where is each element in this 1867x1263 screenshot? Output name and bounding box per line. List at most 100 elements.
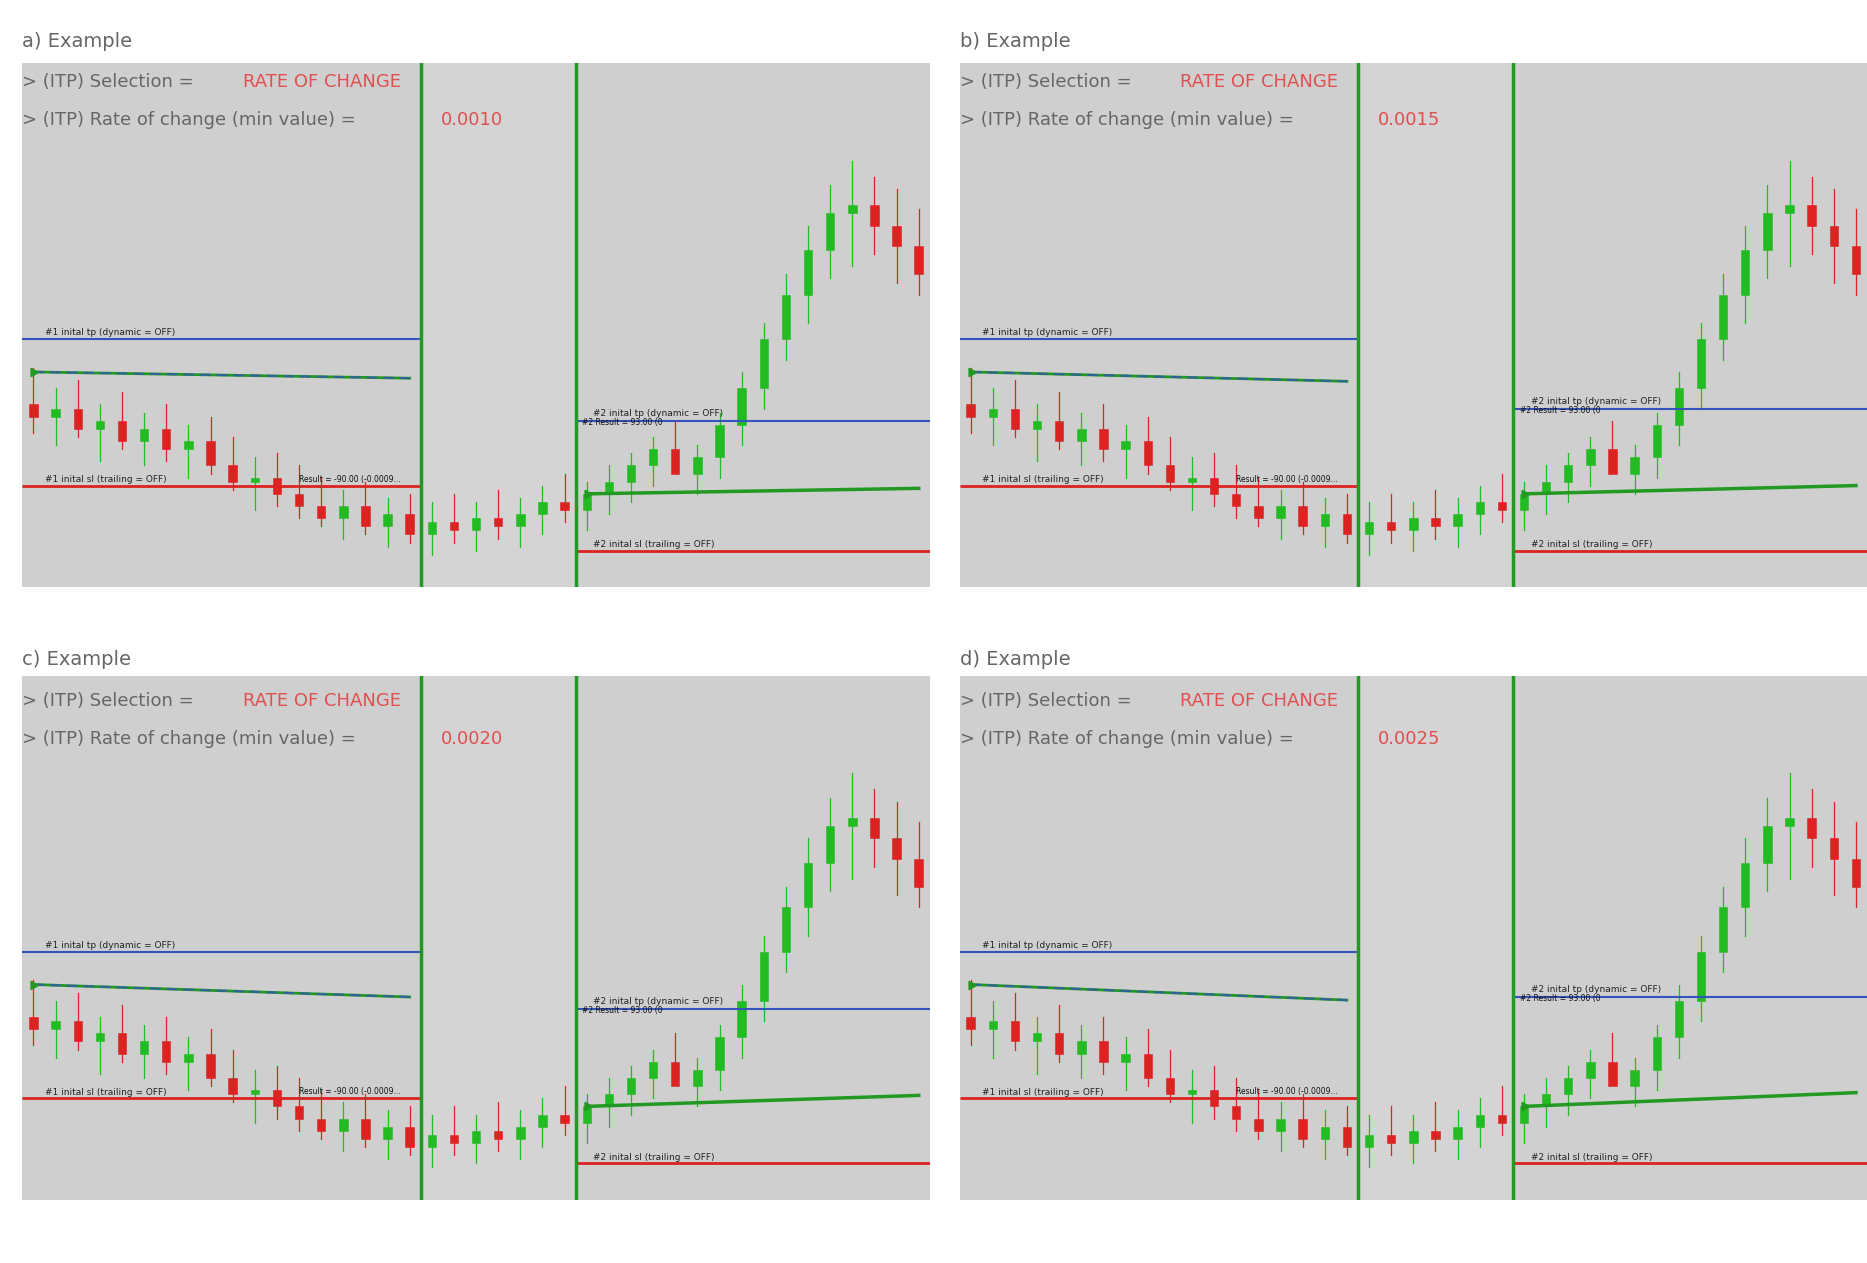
Bar (1742, 250, 1749, 294)
Bar (1342, 514, 1352, 534)
Bar (782, 294, 790, 340)
Bar (960, 676, 1357, 1200)
Text: 0.0015: 0.0015 (1378, 111, 1439, 129)
Bar (1565, 1077, 1572, 1094)
Bar (52, 408, 60, 417)
Bar (627, 1077, 635, 1094)
Bar (848, 206, 857, 213)
Bar (1255, 506, 1262, 518)
Text: > (ITP) Rate of change (min value) =: > (ITP) Rate of change (min value) = (960, 111, 1299, 129)
Bar (737, 388, 745, 424)
Bar (538, 1114, 547, 1127)
Bar (140, 429, 147, 441)
Bar (162, 1042, 170, 1062)
Text: #1 inital tp (dynamic = OFF): #1 inital tp (dynamic = OFF) (45, 941, 175, 950)
Text: #1 inital sl (trailing = OFF): #1 inital sl (trailing = OFF) (982, 1087, 1103, 1096)
Bar (538, 501, 547, 514)
Bar (1453, 514, 1462, 527)
Bar (575, 676, 930, 1200)
Bar (1742, 863, 1749, 907)
Text: d) Example: d) Example (960, 650, 1070, 669)
Bar (1675, 388, 1682, 424)
Bar (1475, 501, 1484, 514)
Bar (1165, 1077, 1174, 1094)
Bar (990, 408, 997, 417)
Bar (1122, 441, 1130, 450)
Bar (1475, 1114, 1484, 1127)
Bar (450, 523, 457, 530)
Bar (1165, 465, 1174, 481)
Bar (1232, 1106, 1240, 1119)
Bar (1497, 501, 1507, 510)
Text: c) Example: c) Example (22, 650, 131, 669)
Bar (1255, 1119, 1262, 1130)
Bar (1852, 246, 1860, 274)
Bar (1010, 408, 1019, 429)
Bar (1032, 421, 1042, 429)
Bar (1122, 1053, 1130, 1062)
Bar (583, 494, 592, 510)
Bar (295, 1106, 302, 1119)
Bar (52, 1021, 60, 1029)
Text: #2 Result = 93.00 (0: #2 Result = 93.00 (0 (583, 1005, 663, 1015)
Bar (870, 818, 879, 839)
Bar (1387, 1135, 1395, 1143)
Bar (1720, 907, 1727, 952)
Bar (472, 518, 480, 530)
Bar (273, 477, 282, 494)
Text: > (ITP) Rate of change (min value) =: > (ITP) Rate of change (min value) = (22, 730, 362, 748)
Bar (1652, 1037, 1662, 1070)
Text: #2 inital sl (trailing = OFF): #2 inital sl (trailing = OFF) (594, 541, 715, 549)
Bar (915, 246, 922, 274)
Bar (495, 1130, 502, 1139)
Bar (515, 1127, 525, 1139)
Bar (1630, 457, 1639, 474)
Bar (1675, 1000, 1682, 1037)
Bar (1055, 1033, 1064, 1053)
Bar (1607, 1062, 1617, 1086)
Bar (1298, 1119, 1307, 1139)
Bar (1587, 1062, 1594, 1077)
Bar (1785, 818, 1794, 826)
Bar (737, 1000, 745, 1037)
Bar (605, 1094, 612, 1106)
Bar (472, 1130, 480, 1143)
Text: #2 Result = 93.00 (0: #2 Result = 93.00 (0 (583, 418, 663, 427)
Bar (560, 501, 569, 510)
Bar (892, 839, 900, 859)
Text: b) Example: b) Example (960, 32, 1070, 51)
Bar (450, 1135, 457, 1143)
Bar (495, 518, 502, 527)
Bar (605, 481, 612, 494)
Bar (228, 465, 237, 481)
Text: Result = -90.00 (-0.0009...: Result = -90.00 (-0.0009... (299, 475, 401, 484)
Bar (1032, 1033, 1042, 1042)
Bar (1852, 859, 1860, 887)
Bar (1542, 481, 1550, 494)
Text: Result = -90.00 (-0.0009...: Result = -90.00 (-0.0009... (1236, 1087, 1339, 1096)
Bar (1512, 676, 1867, 1200)
Bar (1100, 1042, 1107, 1062)
Bar (650, 450, 657, 465)
Text: #1 inital tp (dynamic = OFF): #1 inital tp (dynamic = OFF) (45, 328, 175, 337)
Text: 0.0025: 0.0025 (1378, 730, 1439, 748)
Text: #2 Result = 93.00 (0: #2 Result = 93.00 (0 (1520, 405, 1600, 414)
Text: > (ITP) Selection =: > (ITP) Selection = (22, 73, 200, 91)
Bar (1055, 421, 1064, 441)
Bar (1277, 1119, 1284, 1130)
Bar (1187, 1090, 1197, 1094)
Bar (1607, 450, 1617, 474)
Text: 0.0020: 0.0020 (441, 730, 502, 748)
Text: > (ITP) Selection =: > (ITP) Selection = (960, 73, 1137, 91)
Bar (1342, 1127, 1352, 1147)
Bar (1520, 1106, 1529, 1123)
Text: #1 inital tp (dynamic = OFF): #1 inital tp (dynamic = OFF) (982, 941, 1113, 950)
Text: #1 inital sl (trailing = OFF): #1 inital sl (trailing = OFF) (45, 1087, 166, 1096)
Bar (250, 477, 260, 481)
Text: > (ITP) Selection =: > (ITP) Selection = (960, 692, 1137, 710)
Text: 0.0010: 0.0010 (441, 111, 502, 129)
Bar (1652, 424, 1662, 457)
Bar (317, 1119, 325, 1130)
Bar (805, 863, 812, 907)
Bar (428, 1135, 437, 1147)
